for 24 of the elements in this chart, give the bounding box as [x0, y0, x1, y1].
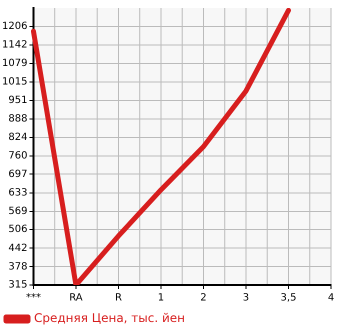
x-tick-label: RA [69, 292, 83, 304]
y-tick-label: 1015 [2, 76, 28, 88]
y-tick-label: 888 [8, 113, 28, 124]
x-tick-label: *** [26, 292, 41, 304]
y-tick-label: 760 [8, 150, 28, 162]
y-tick-label: 315 [8, 280, 28, 291]
y-tick-label: 633 [8, 187, 28, 198]
y-tick-label: 1079 [2, 58, 28, 69]
y-tick-label: 951 [8, 95, 28, 106]
legend-label: Средняя Цена, тыс. йен [34, 311, 186, 326]
y-tick-label: 1206 [2, 21, 28, 32]
y-tick-label: 378 [8, 261, 28, 272]
y-tick-label: 442 [8, 242, 28, 254]
y-tick-label: 824 [8, 132, 28, 143]
x-tick-label: 3 [242, 292, 250, 304]
x-tick-label: R [114, 292, 122, 304]
x-tick-label: 3,5 [280, 292, 296, 304]
x-tick-label: 2 [200, 292, 207, 304]
y-tick-label: 697 [8, 168, 28, 180]
x-tick-label: 1 [158, 292, 164, 304]
y-tick-label: 1142 [2, 40, 28, 51]
y-tick-label: 569 [8, 206, 28, 217]
y-tick-label: 506 [8, 224, 28, 236]
x-tick-label: 4 [328, 292, 334, 304]
